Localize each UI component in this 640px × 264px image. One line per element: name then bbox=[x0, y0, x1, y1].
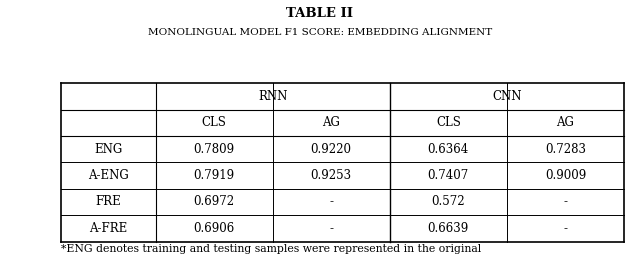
Text: TABLE II: TABLE II bbox=[287, 7, 353, 20]
Text: AG: AG bbox=[323, 116, 340, 129]
Text: *ENG denotes training and testing samples were represented in the original: *ENG denotes training and testing sample… bbox=[61, 244, 481, 254]
Text: 0.7809: 0.7809 bbox=[193, 143, 235, 156]
Text: 0.6364: 0.6364 bbox=[428, 143, 469, 156]
Text: 0.7407: 0.7407 bbox=[428, 169, 469, 182]
Text: A-FRE: A-FRE bbox=[89, 222, 127, 235]
Text: ENG: ENG bbox=[94, 143, 122, 156]
Text: CLS: CLS bbox=[436, 116, 461, 129]
Text: CLS: CLS bbox=[202, 116, 227, 129]
Text: -: - bbox=[329, 222, 333, 235]
Text: 0.6906: 0.6906 bbox=[193, 222, 235, 235]
Text: MONOLINGUAL MODEL F1 SCORE: EMBEDDING ALIGNMENT: MONOLINGUAL MODEL F1 SCORE: EMBEDDING AL… bbox=[148, 28, 492, 37]
Text: A-ENG: A-ENG bbox=[88, 169, 129, 182]
Text: -: - bbox=[563, 195, 568, 209]
Text: 0.7283: 0.7283 bbox=[545, 143, 586, 156]
Text: 0.9009: 0.9009 bbox=[545, 169, 586, 182]
Text: 0.6972: 0.6972 bbox=[193, 195, 235, 209]
Text: AG: AG bbox=[557, 116, 574, 129]
Text: 0.9220: 0.9220 bbox=[311, 143, 352, 156]
Text: 0.6639: 0.6639 bbox=[428, 222, 469, 235]
Text: 0.572: 0.572 bbox=[431, 195, 465, 209]
Text: FRE: FRE bbox=[95, 195, 121, 209]
Text: -: - bbox=[563, 222, 568, 235]
Text: CNN: CNN bbox=[492, 90, 522, 103]
Text: RNN: RNN bbox=[258, 90, 287, 103]
Text: 0.9253: 0.9253 bbox=[310, 169, 352, 182]
Text: -: - bbox=[329, 195, 333, 209]
Text: 0.7919: 0.7919 bbox=[193, 169, 235, 182]
